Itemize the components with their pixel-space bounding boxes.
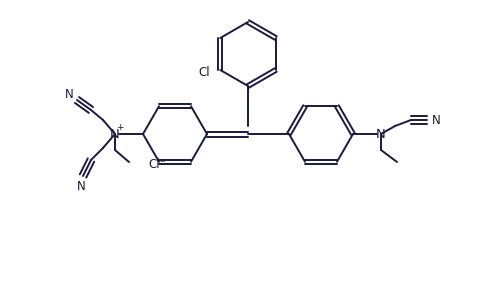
Text: N: N: [76, 180, 86, 192]
Text: N: N: [110, 128, 120, 140]
Text: N: N: [376, 128, 386, 140]
Text: N: N: [64, 88, 74, 100]
Text: N: N: [432, 114, 440, 126]
Text: +: +: [116, 124, 124, 133]
Text: Cl⁻: Cl⁻: [148, 157, 166, 171]
Text: Cl: Cl: [198, 65, 210, 79]
